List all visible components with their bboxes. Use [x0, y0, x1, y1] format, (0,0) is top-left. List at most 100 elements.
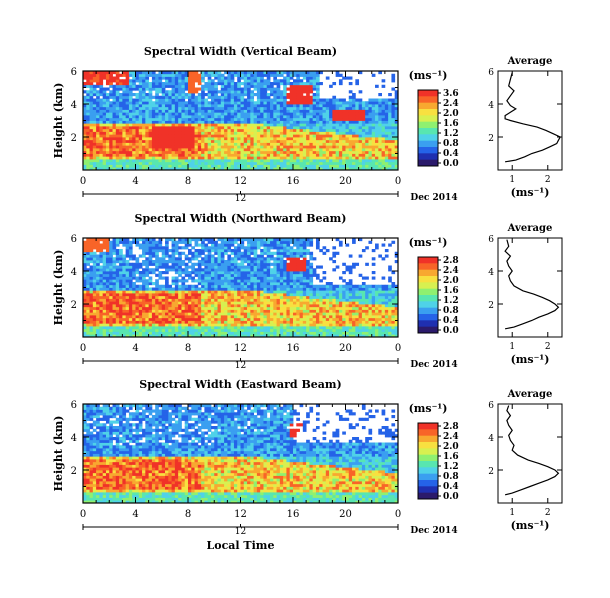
heatmap-cell	[283, 117, 287, 121]
heatmap-cell	[312, 84, 317, 88]
heatmap-cell	[210, 142, 215, 146]
heatmap-cell	[342, 106, 346, 110]
heatmap-cell	[381, 79, 386, 83]
heatmap-cell	[289, 73, 294, 77]
heatmap-cell	[309, 98, 314, 102]
heatmap-cell	[181, 90, 186, 94]
heatmap-cell	[174, 309, 179, 313]
heatmap-cell	[109, 304, 113, 308]
colorbar-unit: (ms⁻¹)	[409, 69, 448, 82]
heatmap-cell	[132, 328, 136, 332]
heatmap-cell	[279, 137, 284, 141]
heatmap-cell	[240, 112, 245, 116]
heatmap-cell	[296, 109, 300, 113]
heatmap-cell	[184, 128, 189, 132]
heatmap-cell	[394, 139, 399, 143]
heatmap-cell	[178, 76, 182, 80]
heatmap-cell	[145, 287, 150, 291]
heatmap-cell	[128, 98, 133, 102]
heatmap-cell	[197, 315, 202, 319]
heatmap-cell	[207, 320, 212, 324]
heatmap-cell	[243, 268, 248, 272]
heatmap-cell	[99, 257, 104, 261]
heatmap-cell	[158, 260, 163, 264]
heatmap-cell	[358, 112, 363, 116]
heatmap-cell	[306, 98, 310, 102]
heatmap-cell	[240, 95, 245, 99]
heatmap-cell	[338, 79, 343, 83]
heatmap-cell	[273, 137, 277, 141]
heatmap-cell	[191, 126, 195, 130]
heatmap-cell	[361, 104, 366, 108]
heatmap-cell	[247, 161, 251, 165]
heatmap-cell	[161, 156, 166, 160]
heatmap-cell	[361, 148, 366, 152]
heatmap-cell	[329, 128, 333, 132]
heatmap-cell	[151, 326, 156, 330]
heatmap-cell	[355, 148, 360, 152]
heatmap-cell	[243, 326, 248, 330]
heatmap-cell	[309, 126, 314, 130]
heatmap-cell	[365, 117, 369, 121]
heatmap-cell	[96, 161, 100, 165]
heatmap-cell	[191, 279, 195, 283]
heatmap-cell	[355, 142, 360, 146]
heatmap-cell	[132, 142, 136, 146]
heatmap-cell	[348, 101, 353, 105]
heatmap-cell	[237, 293, 241, 297]
heatmap-cell	[207, 156, 212, 160]
heatmap-cell	[99, 328, 104, 332]
heatmap-cell	[125, 251, 130, 255]
heatmap-cell	[145, 87, 150, 91]
heatmap-cell	[361, 161, 366, 165]
heatmap-cell	[338, 131, 343, 135]
heatmap-cell	[220, 148, 225, 152]
heatmap-cell	[165, 120, 169, 124]
heatmap-cell	[302, 145, 307, 149]
heatmap-cell	[138, 304, 143, 308]
heatmap-cell	[122, 334, 127, 338]
heatmap-cell	[125, 82, 130, 86]
heatmap-cell	[92, 315, 97, 319]
heatmap-cell	[194, 104, 199, 108]
heatmap-cell	[109, 298, 113, 302]
heatmap-cell	[214, 298, 218, 302]
heatmap-cell	[174, 323, 179, 327]
heatmap-cell	[89, 161, 94, 165]
heatmap-cell	[240, 120, 245, 124]
heatmap-cell	[220, 128, 225, 132]
heatmap-cell	[135, 293, 140, 297]
heatmap-cell	[384, 112, 389, 116]
heatmap-cell	[332, 95, 337, 99]
heatmap-cell	[92, 276, 97, 280]
heatmap-cell	[86, 246, 90, 250]
heatmap-cell	[224, 153, 228, 157]
heatmap-cell	[197, 150, 202, 154]
heatmap-cell	[171, 287, 176, 291]
heatmap-cell	[293, 112, 297, 116]
heatmap-cell	[158, 167, 163, 171]
heatmap-cell	[165, 115, 169, 119]
heatmap-cell	[306, 134, 310, 138]
heatmap-cell	[243, 260, 248, 264]
colorbar-swatch	[418, 153, 438, 161]
heatmap-cell	[263, 148, 268, 152]
heatmap-cell	[250, 101, 255, 105]
heatmap-cell	[168, 106, 172, 110]
heatmap-cell	[256, 104, 261, 108]
heatmap-cell	[256, 87, 261, 91]
heatmap-cell	[128, 101, 133, 105]
heatmap-cell	[142, 84, 146, 88]
heatmap-cell	[299, 142, 304, 146]
heatmap-cell	[230, 84, 235, 88]
heatmap-cell	[230, 326, 235, 330]
heatmap-cell	[89, 109, 94, 113]
heatmap-cell	[388, 142, 392, 146]
heatmap-cell	[122, 304, 127, 308]
heatmap-cell	[105, 276, 110, 280]
heatmap-cell	[243, 156, 248, 160]
heatmap-cell	[332, 137, 337, 141]
heatmap-cell	[115, 145, 120, 149]
heatmap-cell	[266, 106, 271, 110]
heatmap-cell	[135, 126, 140, 130]
